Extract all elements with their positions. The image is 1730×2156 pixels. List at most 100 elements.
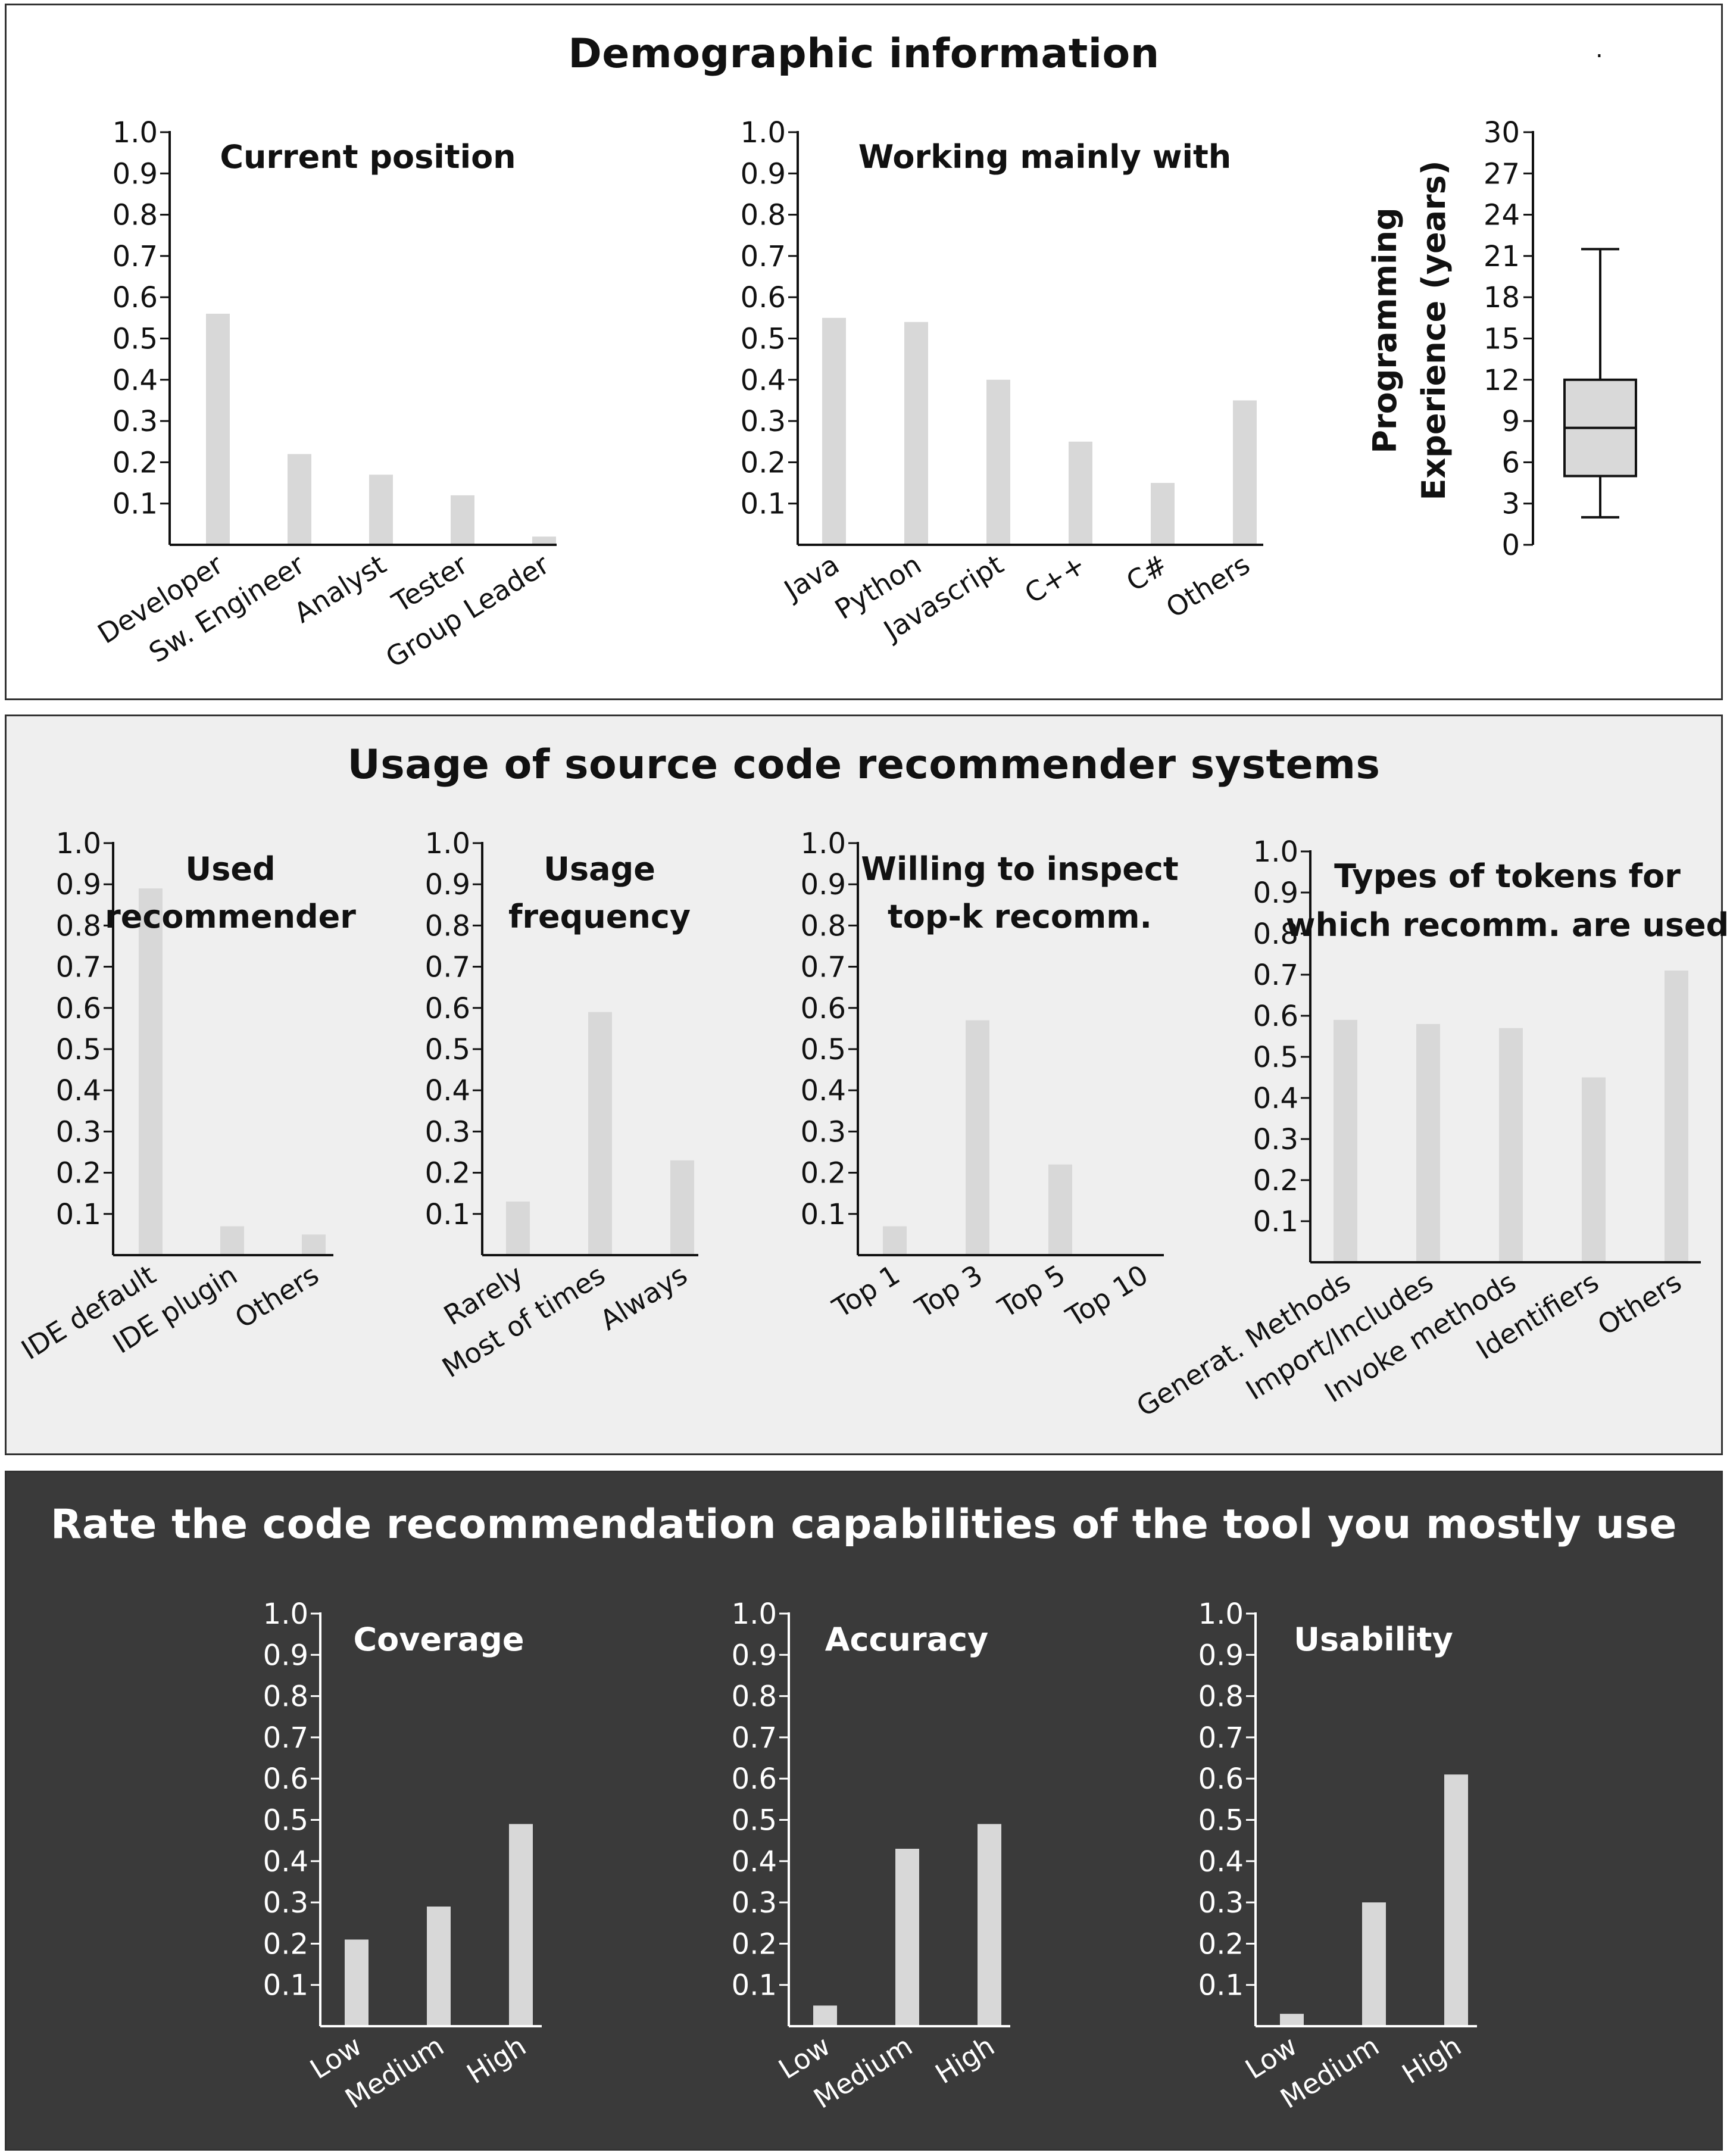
bar-accuracy-2 xyxy=(978,1824,1001,2026)
y-tick-label: 0.4 xyxy=(56,1074,101,1107)
y-tick-label: 1.0 xyxy=(1198,1598,1244,1631)
y-tick-label: 21 xyxy=(1484,240,1520,273)
bar-usability-2 xyxy=(1444,1774,1468,2026)
bar-used-recommender-1 xyxy=(220,1226,244,1255)
y-tick-label: 0.4 xyxy=(1253,1082,1298,1115)
bar-working-mainly-with-1 xyxy=(904,322,928,545)
y-tick-label: 0.7 xyxy=(263,1721,308,1755)
bar-types-of-tokens-3 xyxy=(1582,1077,1606,1262)
y-tick-label: 0.9 xyxy=(425,868,470,901)
y-tick-label: 1.0 xyxy=(425,827,470,860)
x-tick-label: C# xyxy=(1120,548,1173,598)
x-tick-label: Analyst xyxy=(288,548,391,629)
bar-usage-frequency-0 xyxy=(506,1202,530,1255)
bar-working-mainly-with-0 xyxy=(822,317,846,545)
stray-dot-mark: . xyxy=(1595,36,1603,63)
y-tick-label: 0.8 xyxy=(425,909,470,943)
y-tick-label: 3 xyxy=(1501,488,1520,521)
rating-panel: Rate the code recommendation capabilitie… xyxy=(5,1471,1723,2151)
y-tick-label: 1.0 xyxy=(56,827,101,860)
demographic-panel: Demographic information xyxy=(5,4,1723,700)
chart-title: Coverage xyxy=(354,1621,524,1658)
y-tick-label: 6 xyxy=(1501,446,1520,479)
y-tick-label: 12 xyxy=(1484,364,1520,397)
chart-working-mainly-with: 0.10.20.30.40.50.60.70.80.91.0JavaPython… xyxy=(741,116,1263,647)
y-tick-label: 0.1 xyxy=(425,1198,470,1231)
y-tick-label: 0.9 xyxy=(1253,876,1298,910)
y-tick-label: 0.3 xyxy=(1253,1123,1298,1156)
bar-willing-top-k-2 xyxy=(1048,1164,1072,1255)
chart-title: Accuracy xyxy=(825,1621,989,1658)
bar-coverage-1 xyxy=(427,1907,451,2026)
chart-title: which recomm. are used xyxy=(1286,906,1729,944)
bar-current-position-1 xyxy=(288,454,311,545)
y-tick-label: 0.3 xyxy=(801,1115,846,1149)
y-tick-label: 0.9 xyxy=(113,157,158,191)
chart-programming-experience: 0 3 6 9 12 15 18 21 24 27 30 Programming Experience … xyxy=(1366,116,1637,562)
y-tick-label: 9 xyxy=(1501,405,1520,438)
chart-title: Current position xyxy=(220,138,516,176)
y-tick-label: 18 xyxy=(1484,281,1520,314)
chart-title: Working mainly with xyxy=(858,138,1232,176)
y-tick-label: 1.0 xyxy=(732,1598,777,1631)
y-tick-label: 0.4 xyxy=(425,1074,470,1107)
y-tick-label: 0.1 xyxy=(732,1969,777,2002)
chart-title: Used xyxy=(185,850,275,888)
y-tick-label: 27 xyxy=(1484,157,1520,191)
x-tick-label: C++ xyxy=(1019,548,1091,610)
y-tick-label: 0.7 xyxy=(425,951,470,984)
y-tick-label: 15 xyxy=(1484,323,1520,356)
x-tick-label: Top 10 xyxy=(1060,1259,1153,1334)
y-tick-label: 0.3 xyxy=(113,405,158,438)
chart-title: recommender xyxy=(105,898,356,935)
y-tick-label: 0.6 xyxy=(1253,1000,1298,1033)
y-tick-label: 0.1 xyxy=(56,1198,101,1231)
y-tick-label: 0.4 xyxy=(741,364,786,397)
y-tick-label: 0.1 xyxy=(263,1969,308,2002)
y-tick-label: 0.2 xyxy=(732,1927,777,1961)
bar-current-position-0 xyxy=(206,313,230,545)
y-tick-label: 0.8 xyxy=(741,199,786,232)
y-tick-label: 0.9 xyxy=(741,157,786,191)
bar-current-position-3 xyxy=(451,495,474,545)
bar-usability-1 xyxy=(1362,1902,1386,2026)
bar-current-position-4 xyxy=(532,536,556,545)
bar-current-position-2 xyxy=(369,475,393,545)
y-tick-label: 0.7 xyxy=(56,951,101,984)
y-tick-label: 0.2 xyxy=(801,1157,846,1190)
x-tick-label: Others xyxy=(1160,548,1256,625)
chart-current-position: 0.10.20.30.40.50.60.70.80.91.0DeveloperS… xyxy=(92,116,557,674)
y-tick-label: 0.3 xyxy=(425,1115,470,1149)
y-tick-label: 1.0 xyxy=(801,827,846,860)
y-tick-label: 0.6 xyxy=(263,1762,308,1796)
y-tick-label: 0.6 xyxy=(113,281,158,314)
y-tick-label: 0.1 xyxy=(1198,1969,1244,2002)
bar-coverage-2 xyxy=(509,1824,533,2026)
y-axis-label: Programming xyxy=(1366,207,1404,453)
y-tick-label: 1.0 xyxy=(741,116,786,149)
y-tick-label: 0.3 xyxy=(56,1115,101,1149)
chart-title: Usability xyxy=(1294,1621,1453,1658)
y-tick-label: 0.5 xyxy=(425,1033,470,1066)
y-tick-label: 0.7 xyxy=(1198,1721,1244,1755)
x-tick-label: High xyxy=(1397,2030,1467,2091)
chart-usage-frequency: 0.10.20.30.40.50.60.70.80.91.0RarelyMost… xyxy=(425,827,698,1384)
bar-accuracy-1 xyxy=(895,1849,919,2026)
x-tick-label: Top 3 xyxy=(909,1259,988,1325)
y-tick-label: 0.1 xyxy=(1253,1205,1298,1238)
chart-title: frequency xyxy=(508,898,691,935)
bar-coverage-0 xyxy=(345,1939,369,2026)
y-tick-label: 0.4 xyxy=(732,1845,777,1879)
y-tick-label: 0.9 xyxy=(801,868,846,901)
y-tick-label: 0.9 xyxy=(732,1639,777,1672)
bar-types-of-tokens-0 xyxy=(1334,1019,1357,1262)
y-tick-label: 0.2 xyxy=(56,1157,101,1190)
y-tick-label: 0.2 xyxy=(113,446,158,479)
y-tick-label: 0.3 xyxy=(263,1886,308,1920)
y-tick-label: 0.9 xyxy=(263,1639,308,1672)
y-tick-label: 0.5 xyxy=(56,1033,101,1066)
